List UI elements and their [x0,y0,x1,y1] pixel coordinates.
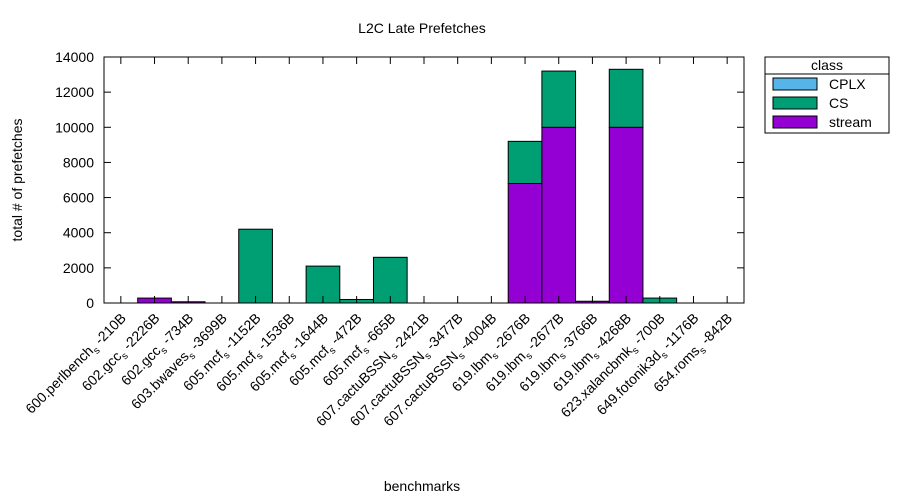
y-tick-label-7: 14000 [55,49,94,65]
y-tick-label-3: 6000 [63,190,94,206]
legend: class CPLX CS stream [764,56,890,134]
y-tick-label-6: 12000 [55,84,94,100]
plot-frame [103,56,745,304]
y-tick-label-5: 10000 [55,119,94,135]
bar-CS-12 [507,140,543,185]
bar-stream-13 [541,126,577,304]
bar-CS-15 [608,68,644,128]
bar-CS-4 [238,228,273,304]
legend-label-stream: stream [829,114,872,130]
y-tick-label-4: 8000 [63,154,94,170]
legend-swatch-CPLX [772,77,818,91]
y-tick-label-2: 4000 [63,225,94,241]
legend-label-CPLX: CPLX [829,76,866,92]
bars-layer [137,68,678,304]
legend-label-CS: CS [829,95,848,111]
x-axis-label: benchmarks [384,478,460,494]
y-axis-label: total # of prefetches [9,119,25,242]
bar-stream-15 [608,126,644,304]
legend-title: class [811,57,843,73]
bar-stream-12 [507,183,543,304]
chart-title: L2C Late Prefetches [358,20,486,36]
y-ticks: 0 2000 4000 6000 8000 10000 12000 14000 [55,49,744,311]
y-tick-label-0: 0 [86,295,94,311]
legend-swatch-stream [772,115,818,129]
bar-CS-13 [541,70,577,128]
legend-swatch-CS [772,96,818,110]
y-tick-label-1: 2000 [63,260,94,276]
